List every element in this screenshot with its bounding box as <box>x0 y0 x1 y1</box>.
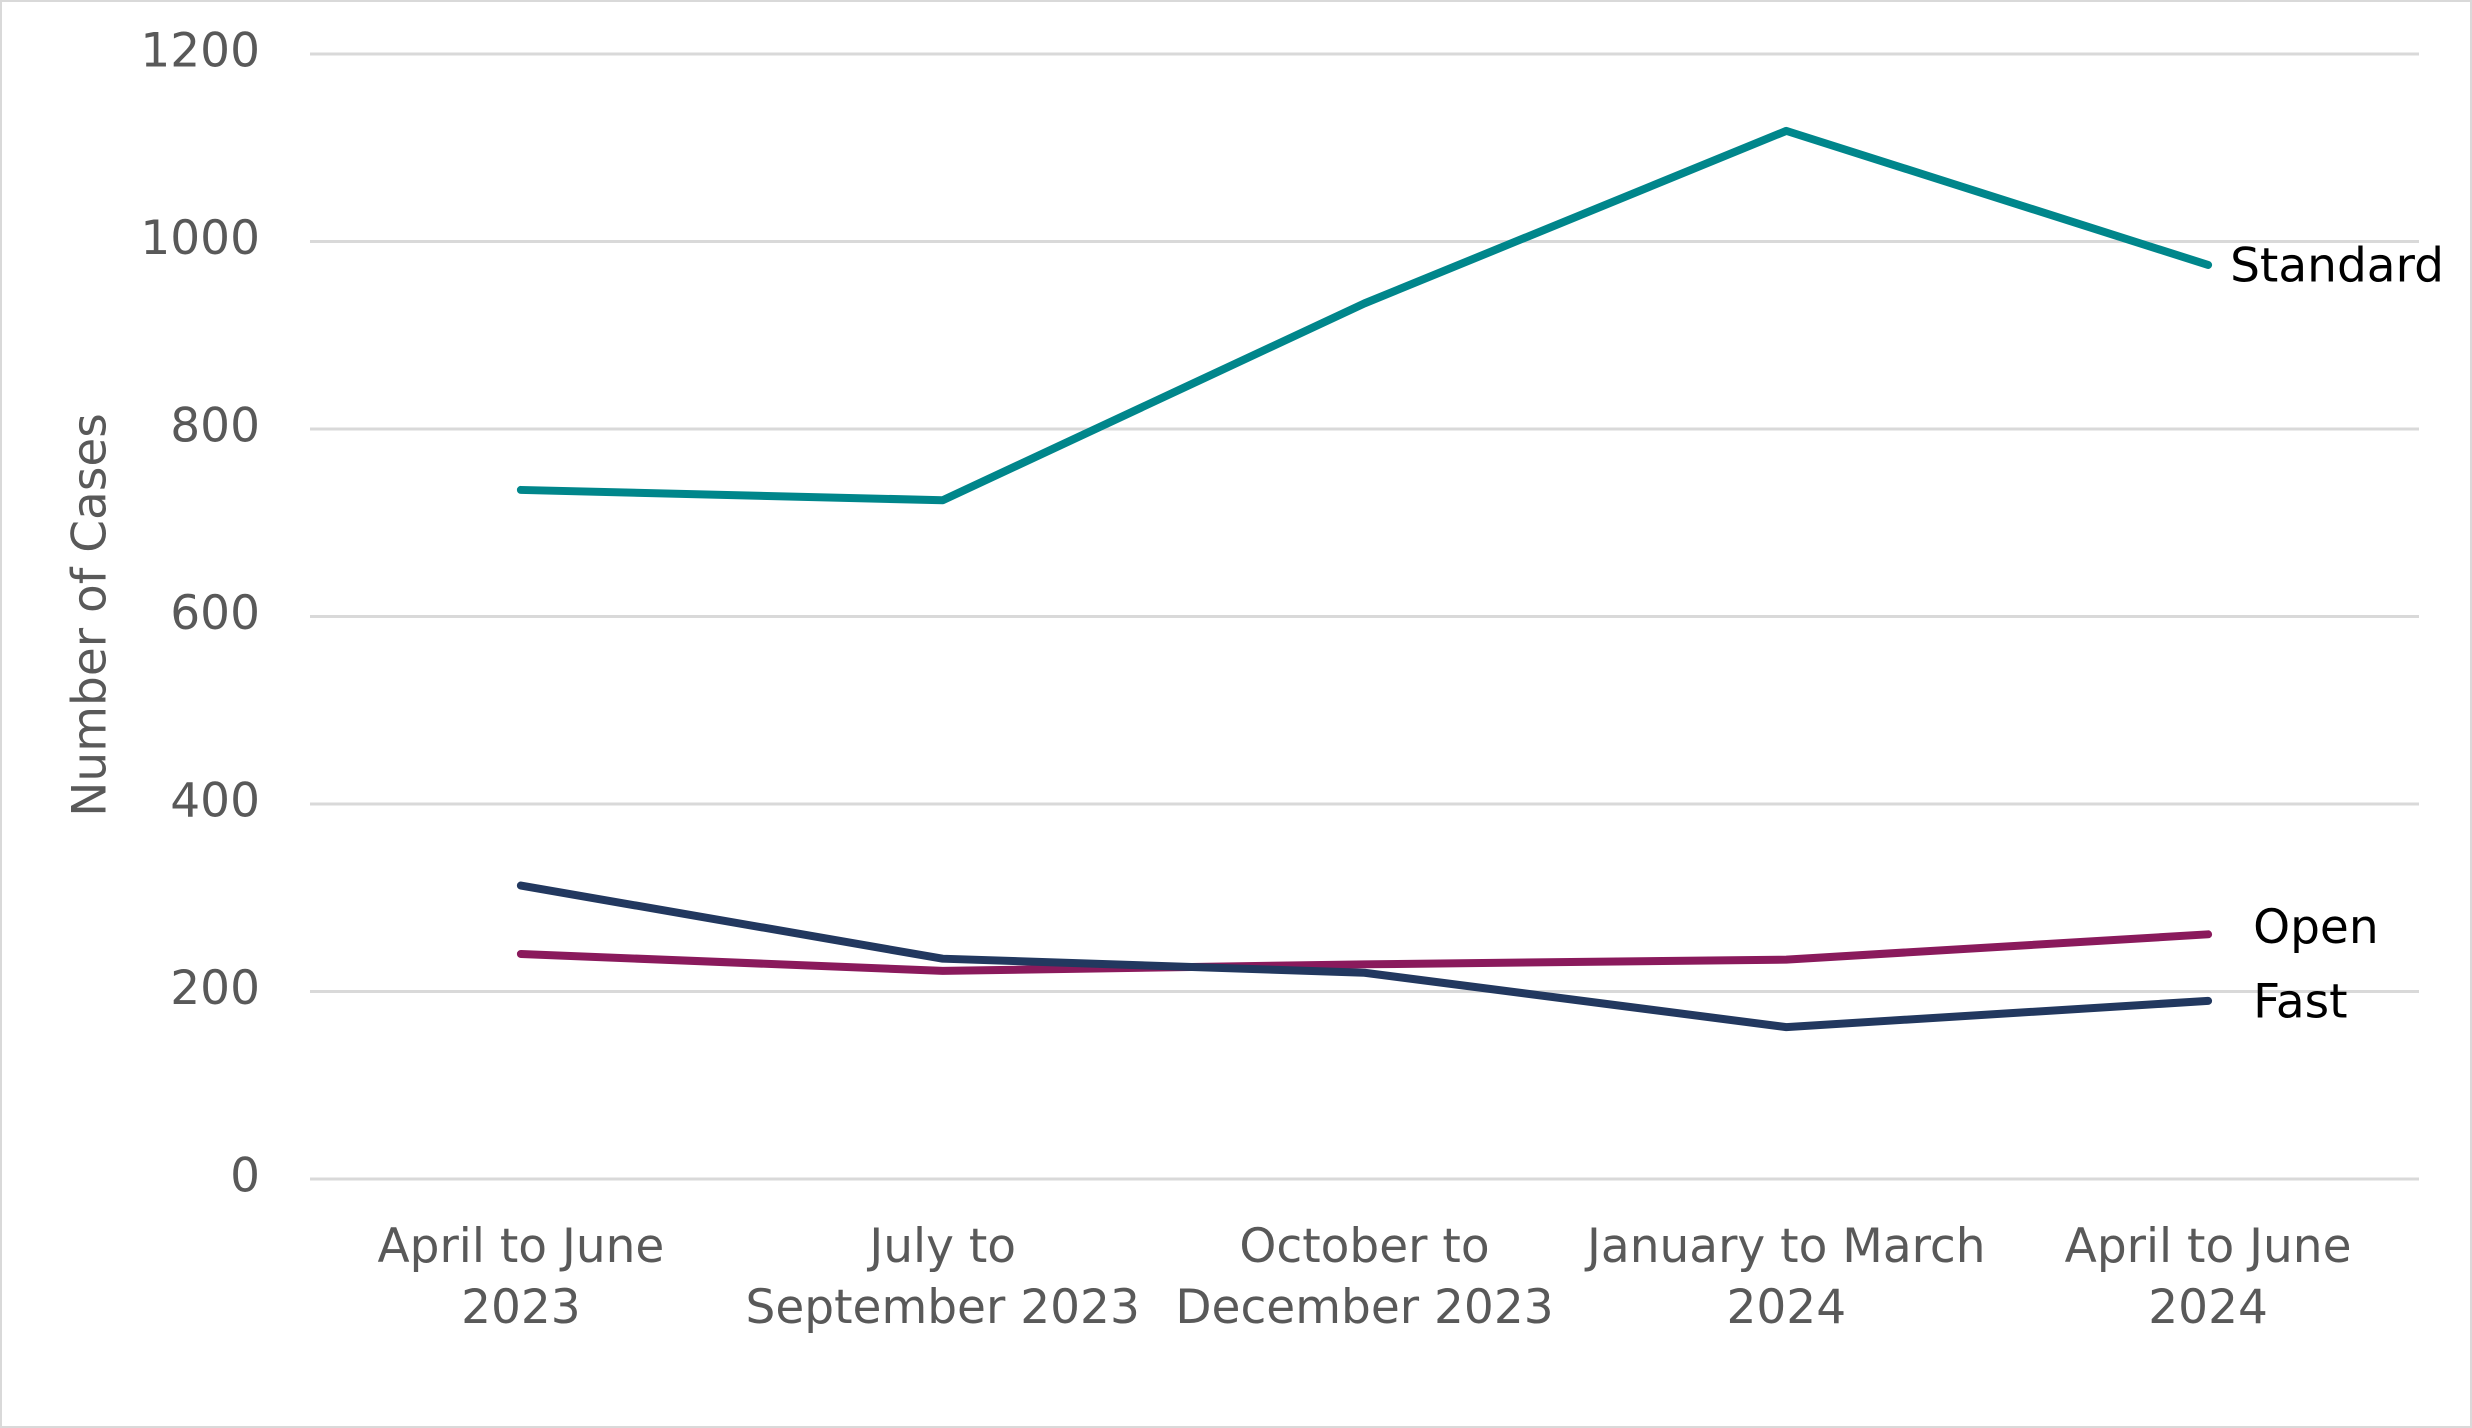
x-tick-label: April to June 2024 <box>2064 1219 2352 1335</box>
x-tick-label: April to June 2023 <box>377 1219 665 1335</box>
series-line <box>516 126 2213 505</box>
y-tick-label: 1000 <box>140 211 260 266</box>
y-tick-label: 200 <box>170 961 260 1016</box>
x-tick-label: January to March 2024 <box>1587 1219 1986 1335</box>
y-axis-title: Number of Cases <box>63 413 118 817</box>
series-line <box>516 930 2213 975</box>
x-tick-label: October to December 2023 <box>1175 1219 1554 1335</box>
y-tick-label: 800 <box>170 399 260 454</box>
series-label: Standard <box>2230 238 2444 293</box>
y-tick-label: 600 <box>170 586 260 641</box>
series-label: Fast <box>2253 974 2347 1029</box>
x-tick-label: July to September 2023 <box>745 1219 1140 1335</box>
series-line <box>516 881 2213 1032</box>
y-tick-label: 400 <box>170 774 260 829</box>
y-tick-label: 1200 <box>140 24 260 79</box>
y-tick-label: 0 <box>230 1149 260 1204</box>
series-label: Open <box>2253 900 2379 955</box>
